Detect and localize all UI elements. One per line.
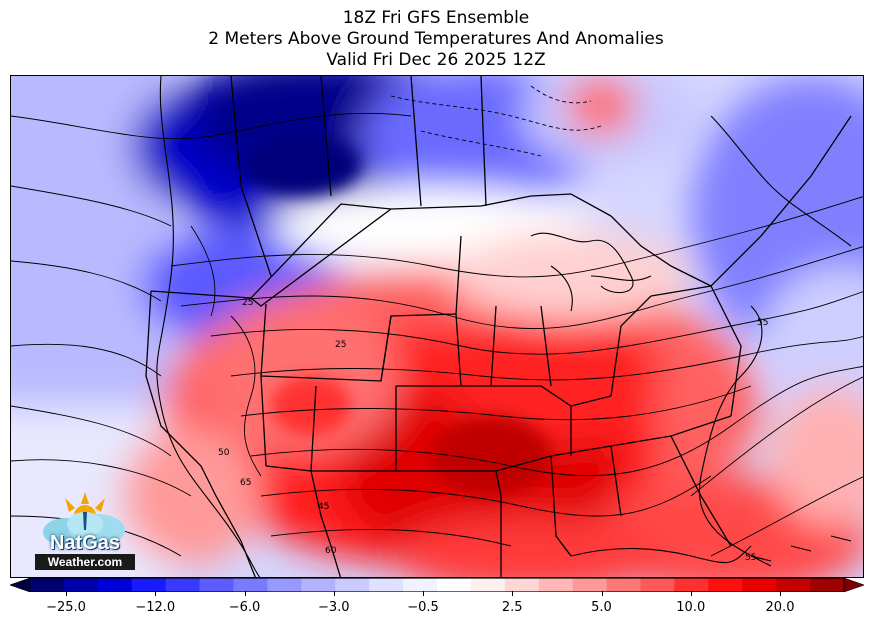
map-canvas [11, 76, 863, 577]
anomaly-detail [241, 136, 551, 496]
colorbar-bin [437, 578, 472, 592]
colorbar-bin [470, 578, 506, 592]
colorbar-tick-label: 10.0 [676, 600, 706, 615]
colorbar-bin [335, 578, 370, 592]
colorbar-bin [165, 578, 201, 592]
contour-label: 55 [745, 553, 757, 563]
negative-contours [390, 85, 602, 157]
natgasweather-logo: NatGas Weather.com [35, 490, 135, 578]
contour-label: 50 [218, 448, 230, 458]
colorbar-extend-low [10, 578, 31, 592]
contour-label: 55 [757, 318, 769, 328]
colorbar-tick-label: −0.5 [407, 600, 439, 615]
colorbar [10, 578, 864, 592]
colorbar-tick-mark [244, 591, 246, 596]
colorbar-tick-label: −3.0 [317, 600, 350, 615]
colorbar-tick-label: −6.0 [228, 600, 261, 615]
colorbar-tick-mark [512, 591, 514, 596]
colorbar-tick-mark [690, 591, 692, 596]
colorbar-bin [606, 578, 641, 592]
colorbar-tick-mark [601, 591, 603, 596]
political-boundaries [145, 76, 852, 577]
colorbar-tick-label: 5.0 [591, 600, 612, 615]
contour-label: 65 [240, 478, 252, 488]
colorbar-bin [504, 578, 540, 592]
colorbar-bin [199, 578, 234, 592]
title-line-2: 2 Meters Above Ground Temperatures And A… [208, 29, 664, 49]
colorbar-bin [301, 578, 336, 592]
colorbar-bin [708, 578, 743, 592]
colorbar-bin [403, 578, 438, 592]
colorbar-bin [63, 578, 99, 592]
contour-label: 25 [242, 298, 254, 308]
contour-label: 60 [325, 546, 337, 556]
colorbar-bin [742, 578, 777, 592]
colorbar-tick-label: 20.0 [765, 600, 795, 615]
isotherm-contours [11, 112, 863, 557]
colorbar-bin [674, 578, 709, 592]
sun-cloud-icon [43, 492, 125, 546]
colorbar-tick-mark [333, 591, 335, 596]
colorbar-tick-mark [155, 591, 157, 596]
logo-name: NatGas [49, 532, 121, 554]
colorbar-tick-mark [423, 591, 424, 596]
colorbar-bin [30, 578, 65, 592]
colorbar-bin [640, 578, 675, 592]
title-line-3: Valid Fri Dec 26 2025 12Z [326, 50, 546, 70]
colorbar-bin [267, 578, 302, 592]
colorbar-extend-high [843, 578, 864, 592]
colorbar-tick-mark [780, 591, 781, 596]
colorbar-tick-label: −12.0 [135, 600, 176, 615]
colorbar-bin [97, 578, 133, 592]
logo-site: Weather.com [35, 554, 135, 570]
colorbar-bin [233, 578, 268, 592]
contour-label: 25 [335, 340, 347, 350]
temperature-anomaly-map [10, 75, 864, 578]
colorbar-bin [538, 578, 574, 592]
title-line-1: 18Z Fri GFS Ensemble [342, 8, 530, 28]
colorbar-bin [131, 578, 167, 592]
colorbar-tick-label: 2.5 [501, 600, 523, 615]
colorbar-bin [810, 578, 845, 592]
colorbar-bin [572, 578, 608, 592]
colorbar-tick-label: −25.0 [46, 600, 86, 615]
coastlines [156, 76, 852, 577]
contour-label: 45 [318, 502, 330, 512]
colorbar-bin [776, 578, 811, 592]
colorbar-tick-mark [66, 591, 67, 596]
colorbar-bin [369, 578, 404, 592]
